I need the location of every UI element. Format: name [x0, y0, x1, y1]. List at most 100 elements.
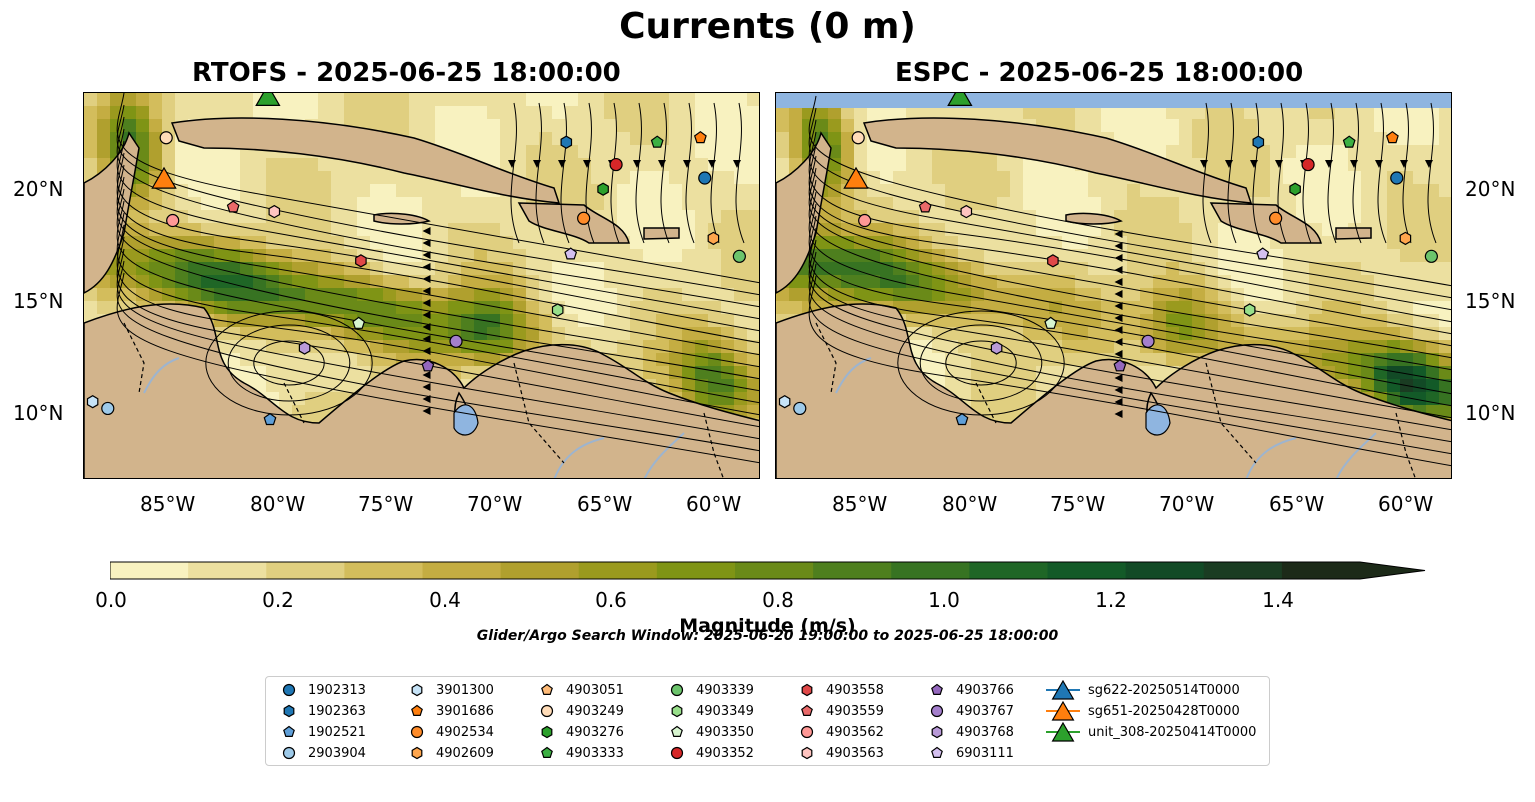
lon-tick-label: 65°W	[1269, 492, 1325, 516]
hexagon-marker-icon	[541, 725, 553, 739]
country-border	[283, 382, 305, 424]
platform-marker	[858, 213, 872, 228]
legend-label: 4903768	[956, 724, 1014, 740]
lat-tick-label: 10°N	[1465, 401, 1516, 425]
country-border	[975, 382, 997, 424]
platform-marker	[1342, 135, 1356, 148]
legend-item: 4903349	[666, 701, 754, 721]
legend-label: 4903276	[566, 724, 624, 740]
hexagon-marker-icon	[801, 746, 813, 760]
lon-tick-label: 70°W	[1159, 492, 1215, 516]
triangle-marker-icon	[1046, 722, 1080, 742]
no-data-band	[776, 93, 1451, 108]
hexagon-marker-shape	[801, 746, 813, 760]
hexagon-marker-shape	[801, 683, 813, 697]
hexagon-marker-icon	[671, 704, 683, 718]
legend-item: 1902313	[278, 680, 366, 700]
colorbar-bin	[422, 562, 502, 579]
circle-marker-shape	[670, 683, 684, 697]
platform-marker	[707, 231, 720, 246]
platform-marker	[1385, 130, 1399, 144]
platform-marker	[1289, 182, 1301, 196]
legend-label: 4903766	[956, 682, 1014, 698]
circle-marker-shape	[800, 725, 814, 739]
platform-marker	[1044, 316, 1058, 329]
platform-marker	[151, 166, 177, 189]
legend-label: 4902534	[436, 724, 494, 740]
lon-tick-label: 85°W	[140, 492, 196, 516]
legend-item: 6903111	[926, 743, 1014, 763]
legend-item: 4902609	[406, 743, 494, 763]
pentagon-marker-shape	[541, 683, 553, 695]
pentagon-marker-icon	[671, 725, 683, 737]
platform-marker	[1113, 359, 1127, 372]
legend-item: 4903768	[926, 722, 1014, 742]
map-panel-espc[interactable]	[775, 92, 1452, 479]
colorbar-bin	[969, 562, 1048, 579]
circle-marker-shape	[282, 746, 296, 760]
hexagon-marker-shape	[411, 746, 423, 760]
legend: 1902313 1902363 1902521 2903904 3901300 39016…	[265, 676, 1270, 766]
hexagon-marker-icon	[801, 683, 813, 697]
legend-label: 6903111	[956, 745, 1014, 761]
lon-tick-label: 70°W	[467, 492, 523, 516]
circle-marker-icon	[282, 746, 296, 760]
platform-marker	[1269, 211, 1283, 225]
platform-marker	[551, 303, 564, 317]
colorbar-bin	[110, 562, 189, 579]
legend-label: 4902609	[436, 745, 494, 761]
colorbar-bin	[891, 562, 970, 579]
platform-marker	[960, 204, 973, 219]
map-panel-rtofs[interactable]	[83, 92, 760, 479]
river	[553, 437, 605, 478]
legend-item: 3901686	[406, 701, 494, 721]
platform-marker	[421, 359, 435, 372]
legend-label: 4903563	[826, 745, 884, 761]
legend-label: 4903562	[826, 724, 884, 740]
platform-marker	[698, 171, 712, 185]
country-border	[815, 322, 837, 394]
legend-label: 4903339	[696, 682, 754, 698]
platform-marker	[226, 200, 240, 213]
colorbar-bin	[344, 562, 423, 579]
legend-label: sg651-20250428T0000	[1088, 703, 1240, 719]
figure-title: Currents (0 m)	[619, 6, 916, 47]
platform-marker	[449, 334, 463, 348]
colorbar-tick: 0.6	[595, 588, 627, 612]
pentagon-marker-icon	[801, 704, 813, 716]
platform-marker	[597, 182, 609, 196]
legend-label: 1902521	[308, 724, 366, 740]
legend-item: sg651-20250428T0000	[1046, 701, 1240, 721]
triangle-marker-icon	[1046, 680, 1080, 700]
pentagon-marker-icon	[541, 683, 553, 695]
legend-item: 4903333	[536, 743, 624, 763]
colorbar-tick: 0.0	[95, 588, 127, 612]
pentagon-marker-icon	[931, 746, 943, 758]
legend-item: 1902363	[278, 701, 366, 721]
legend-label: unit_308-20250414T0000	[1088, 724, 1257, 740]
legend-label: 4903767	[956, 703, 1014, 719]
platform-marker	[851, 131, 865, 145]
platform-marker	[564, 247, 578, 260]
lat-tick-label: 15°N	[1465, 289, 1516, 313]
platform-marker	[298, 341, 311, 355]
platform-marker	[1256, 247, 1270, 260]
legend-item: 4903558	[796, 680, 884, 700]
platform-marker	[352, 316, 366, 329]
circle-marker-shape	[540, 704, 554, 718]
river	[643, 432, 685, 478]
lat-tick-label: 20°N	[1465, 177, 1516, 201]
platform-marker	[255, 93, 281, 106]
colorbar-tick: 1.4	[1262, 588, 1294, 612]
colorbar-bin	[1047, 562, 1127, 579]
platform-marker	[778, 395, 791, 409]
lon-tick-label: 75°W	[358, 492, 414, 516]
triangle-marker-shape	[1051, 701, 1075, 721]
platform-marker	[1047, 254, 1059, 268]
panel-title-espc: ESPC - 2025-06-25 18:00:00	[895, 58, 1304, 88]
colorbar-tick: 0.2	[262, 588, 294, 612]
legend-label: 4903249	[566, 703, 624, 719]
legend-item: 4903352	[666, 743, 754, 763]
hexagon-marker-icon	[411, 746, 423, 760]
platform-marker	[955, 412, 969, 426]
